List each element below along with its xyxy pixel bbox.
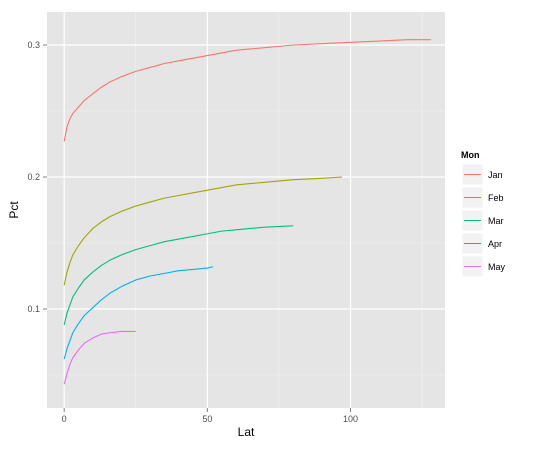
y-tick-label: 0.2 <box>27 172 40 182</box>
legend-label: Mar <box>488 216 504 226</box>
legend-label: Jan <box>488 170 503 180</box>
series-line-jan <box>63 39 431 142</box>
y-tick-label: 0.1 <box>27 304 40 314</box>
series-line-feb <box>63 176 342 286</box>
legend-label: Apr <box>488 239 502 249</box>
x-tick-label: 100 <box>343 414 358 424</box>
series-lines <box>63 39 431 385</box>
plot-panel <box>47 12 445 408</box>
x-tick-label: 0 <box>62 414 67 424</box>
x-axis-ticks: 0 50 100 <box>62 408 358 424</box>
series-line-apr <box>63 266 214 360</box>
legend-label: Feb <box>488 193 504 203</box>
legend-label: May <box>488 262 506 272</box>
legend-title: Mon <box>461 150 480 160</box>
major-gridlines <box>47 12 445 408</box>
series-line-mar <box>63 225 294 325</box>
series-line-may <box>63 330 136 385</box>
minor-gridlines <box>47 12 445 408</box>
y-tick-label: 0.3 <box>27 40 40 50</box>
y-axis-title: Pct <box>7 201 21 219</box>
legend: Mon Jan Feb Mar Apr May <box>461 150 506 278</box>
y-axis-ticks: 0.1 0.2 0.3 <box>27 40 47 314</box>
x-axis-title: Lat <box>238 425 255 439</box>
x-tick-label: 50 <box>202 414 212 424</box>
